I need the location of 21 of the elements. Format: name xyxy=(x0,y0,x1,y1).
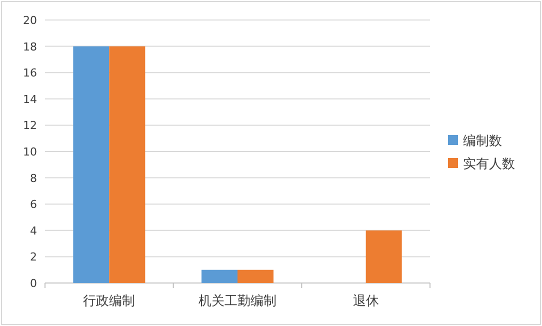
bar xyxy=(109,46,146,283)
x-tick-label: 行政编制 xyxy=(83,294,136,309)
bar xyxy=(366,230,402,283)
y-tick-label: 8 xyxy=(30,172,37,185)
y-tick-label: 6 xyxy=(30,198,37,212)
legend-label: 实有人数 xyxy=(463,157,515,172)
y-tick-label: 0 xyxy=(30,277,37,290)
legend-label: 编制数 xyxy=(463,134,502,149)
y-tick-label: 4 xyxy=(30,224,37,238)
y-tick-label: 16 xyxy=(23,66,37,80)
bar xyxy=(238,270,274,283)
x-tick-label: 机关工勤编制 xyxy=(198,294,276,309)
y-tick-label: 12 xyxy=(23,119,37,132)
x-tick-label: 退休 xyxy=(352,294,379,309)
y-tick-label: 18 xyxy=(23,40,37,54)
y-tick-label: 14 xyxy=(23,92,37,106)
bar xyxy=(202,270,238,283)
bar xyxy=(73,46,110,283)
y-tick-label: 20 xyxy=(23,14,37,27)
y-tick-label: 2 xyxy=(30,250,37,264)
y-tick-label: 10 xyxy=(23,146,37,158)
